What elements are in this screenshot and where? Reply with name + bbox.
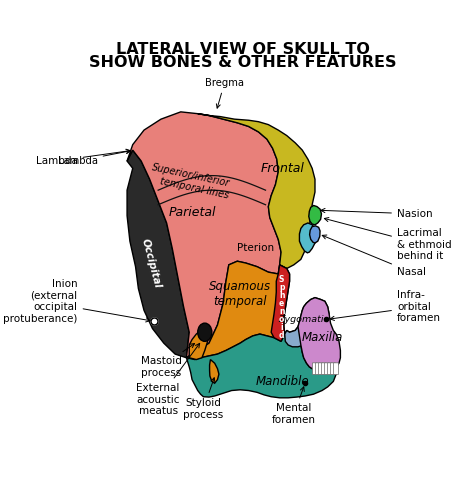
Text: Lambda: Lambda (58, 150, 130, 166)
Text: p: p (279, 283, 284, 292)
Text: SHOW BONES & OTHER FEATURES: SHOW BONES & OTHER FEATURES (89, 56, 397, 70)
FancyBboxPatch shape (328, 363, 332, 374)
Polygon shape (198, 114, 315, 269)
FancyBboxPatch shape (321, 363, 326, 374)
Circle shape (198, 323, 212, 341)
FancyBboxPatch shape (316, 363, 320, 374)
Text: Mandible: Mandible (255, 375, 310, 388)
Polygon shape (210, 360, 219, 383)
Text: Pterion: Pterion (237, 244, 274, 253)
Text: temporal lines: temporal lines (159, 176, 230, 201)
Text: Mastoid
process: Mastoid process (140, 343, 194, 378)
FancyBboxPatch shape (330, 363, 336, 374)
Text: Occipital: Occipital (140, 237, 163, 289)
Text: Mental
foramen: Mental foramen (272, 387, 316, 425)
Text: S: S (279, 275, 284, 284)
Polygon shape (186, 327, 336, 398)
Polygon shape (298, 298, 340, 370)
Text: o: o (279, 315, 284, 324)
Text: d: d (279, 331, 284, 340)
FancyBboxPatch shape (312, 363, 317, 374)
Text: Infra-
orbital
foramen: Infra- orbital foramen (330, 290, 441, 323)
Text: LATERAL VIEW OF SKULL TO: LATERAL VIEW OF SKULL TO (116, 42, 370, 57)
Polygon shape (271, 265, 290, 341)
Text: n: n (279, 307, 284, 316)
Text: Inion
(external
occipital
protuberance): Inion (external occipital protuberance) (3, 279, 150, 324)
Text: External
acoustic
meatus: External acoustic meatus (137, 343, 200, 416)
Text: Squamous
temporal: Squamous temporal (209, 280, 271, 308)
Text: Frontal: Frontal (261, 162, 304, 175)
FancyBboxPatch shape (334, 363, 338, 374)
Polygon shape (186, 261, 290, 360)
Text: i: i (280, 323, 283, 332)
Text: Lambda: Lambda (36, 149, 130, 166)
Text: Maxilla: Maxilla (301, 331, 343, 344)
Text: Bregma: Bregma (205, 78, 244, 108)
Text: Parietal: Parietal (168, 206, 216, 218)
Text: h: h (279, 291, 284, 300)
FancyBboxPatch shape (319, 363, 323, 374)
Polygon shape (127, 112, 281, 358)
FancyBboxPatch shape (325, 363, 329, 374)
Text: Styloid
process: Styloid process (183, 378, 223, 420)
Text: e: e (279, 299, 284, 308)
Polygon shape (309, 206, 321, 225)
Polygon shape (310, 226, 320, 243)
Text: Nasion: Nasion (321, 209, 433, 219)
Polygon shape (285, 298, 329, 347)
Polygon shape (300, 223, 316, 253)
Polygon shape (127, 150, 189, 358)
Polygon shape (189, 331, 208, 360)
Text: Lacrimal
& ethmoid
behind it: Lacrimal & ethmoid behind it (324, 217, 452, 261)
Text: Superior/inferior: Superior/inferior (151, 162, 231, 189)
Text: Zygomatic: Zygomatic (278, 315, 329, 324)
Text: Nasal: Nasal (322, 235, 426, 277)
